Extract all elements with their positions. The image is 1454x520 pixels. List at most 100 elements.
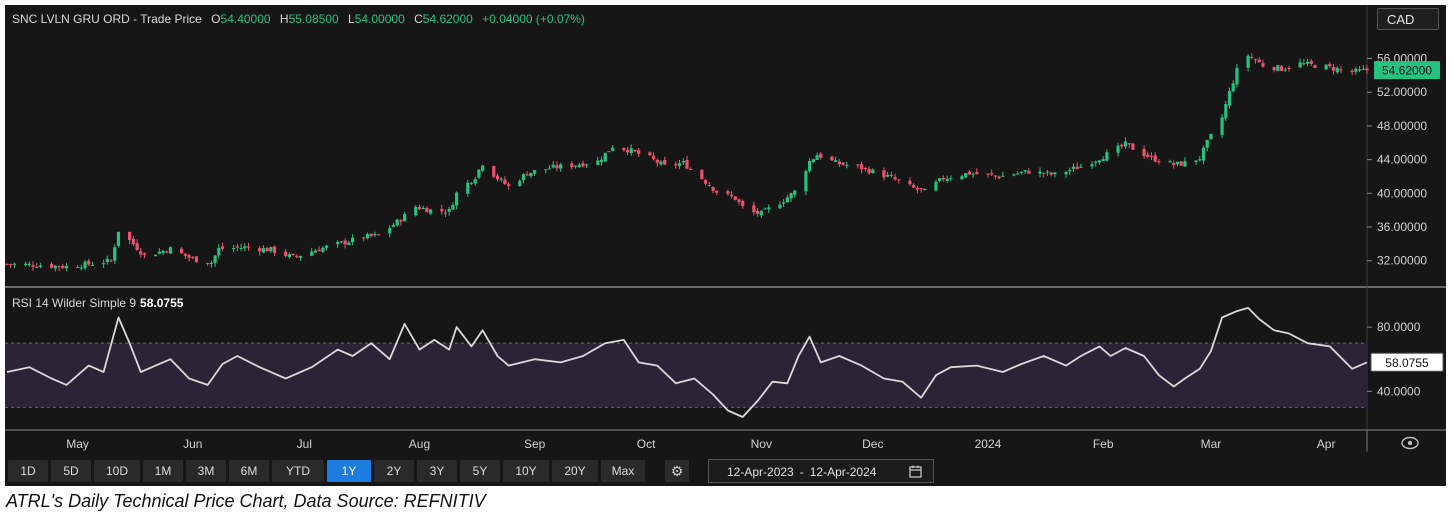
candle-body [1302,63,1306,65]
candle-body [1075,166,1079,170]
candle-body [778,204,782,209]
period-button-10d[interactable]: 10D [94,460,140,482]
candle-body [1365,68,1369,71]
period-button-3m[interactable]: 3M [186,460,226,482]
candle-body [495,175,500,180]
candle-body [581,163,585,167]
candle-body [845,165,849,167]
candle-body [76,266,80,268]
date-range-picker[interactable]: 12-Apr-2023-12-Apr-2024 [708,459,934,483]
candle-body [168,247,173,254]
candle-body [142,253,147,255]
candle-body [729,194,734,197]
candle-body [518,180,522,186]
candle-body [1276,65,1280,71]
candle-body [819,153,823,158]
candle-body [109,260,113,262]
settings-button[interactable]: ⚙ [665,460,689,482]
candle-body [1064,172,1068,175]
period-button-1d[interactable]: 1D [8,460,48,482]
candle-body [1146,154,1150,157]
candle-body [960,176,964,180]
candle-body [1012,174,1016,176]
candle-body [897,179,901,181]
candle-body [547,168,552,170]
price-tick-label: 48.00000 [1377,119,1427,133]
candle-body [5,263,9,265]
period-button-3y[interactable]: 3Y [417,460,457,482]
candle-body [945,178,949,181]
rsi-label: RSI 14 Wilder Simple 9 [12,296,137,310]
candle-body [321,247,325,252]
candle-body [402,214,407,222]
last-price-box [1374,61,1440,80]
period-button-6m[interactable]: 6M [229,460,269,482]
last-price-label: 54.62000 [1382,64,1432,78]
candle-body [1016,173,1020,175]
candle-body [603,152,607,162]
candle-body [1220,117,1224,135]
candle-body [1131,143,1135,150]
candle-body [284,251,288,256]
period-button-5d[interactable]: 5D [51,460,91,482]
candle-body [1068,170,1072,172]
candle-body [87,260,91,265]
candle-body [473,179,477,184]
eye-icon[interactable] [1401,436,1419,450]
period-button-20y[interactable]: 20Y [552,460,598,482]
candle-body [1123,141,1128,147]
candle-body [429,209,433,214]
candle-body [622,147,626,151]
candle-body [1116,145,1120,153]
candle-body [577,164,581,167]
candle-body [1205,139,1209,148]
last-rsi-box [1370,352,1444,372]
rsi-header: RSI 14 Wilder Simple 9 58.0755 [12,296,183,310]
candle-body [659,161,663,165]
candle-body [261,248,265,253]
period-button-2y[interactable]: 2Y [374,460,414,482]
candle-body [763,208,767,210]
candle-body [521,174,526,181]
period-button-ytd[interactable]: YTD [272,460,324,482]
candle-body [867,168,871,174]
candle-body [317,249,321,252]
chart-canvas[interactable]: 56.0000052.0000048.0000044.0000040.00000… [5,5,1446,486]
candle-body [12,263,17,265]
candle-body [1250,56,1254,58]
candle-body [986,173,990,175]
candle-body [1253,59,1258,61]
candle-body [711,186,715,191]
period-button-1y[interactable]: 1Y [327,460,371,482]
period-button-5y[interactable]: 5Y [460,460,500,482]
candle-body [707,184,711,186]
period-button-10y[interactable]: 10Y [503,460,549,482]
candle-body [689,168,693,170]
candle-body [893,177,897,180]
period-button-1m[interactable]: 1M [143,460,183,482]
candle-body [990,173,994,175]
rsi-line [6,307,1368,418]
candle-body [90,264,95,266]
period-button-max[interactable]: Max [601,460,645,482]
low-value: 54.00000 [354,12,405,26]
price-tick-label: 52.00000 [1377,85,1427,99]
candle-body [128,231,132,241]
candle-body [1019,171,1024,173]
candle-body [1149,156,1154,158]
rsi-value: 58.0755 [140,296,184,310]
candle-body [1001,175,1005,177]
candle-body [1079,166,1083,168]
calendar-icon[interactable] [909,465,922,478]
candle-body [425,208,429,213]
candle-body [525,174,529,176]
candle-body [339,241,344,243]
candle-body [313,250,318,253]
candle-body [674,163,678,166]
candle-body [336,241,340,245]
candle-body [1053,172,1057,175]
candle-body [1198,159,1202,161]
currency-selector[interactable]: CAD [1377,8,1439,30]
candle-body [232,247,236,249]
candle-body [919,188,923,190]
